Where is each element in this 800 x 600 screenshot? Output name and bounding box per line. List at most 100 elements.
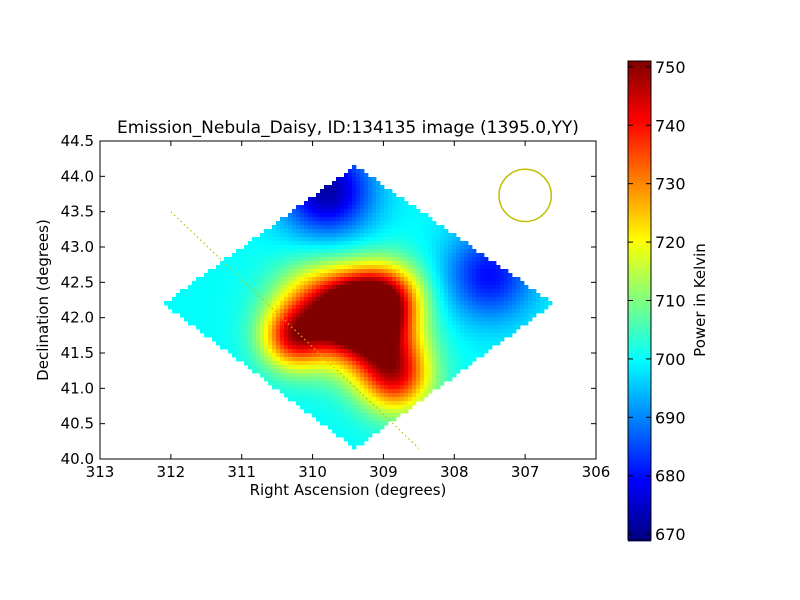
heatmap-cell [328,365,333,370]
heatmap-cell [256,353,261,358]
colorbar-step [628,127,651,130]
heatmap-cell [448,377,453,382]
heatmap-cell [392,341,397,346]
heatmap-cell [440,241,445,246]
heatmap-cell [480,269,485,274]
heatmap-cell [188,293,193,298]
heatmap-cell [352,189,357,194]
heatmap-cell [280,293,285,298]
heatmap-cell [464,329,469,334]
heatmap-cell [352,349,357,354]
heatmap-cell [224,285,229,290]
heatmap-cell [512,297,517,302]
heatmap-cell [464,293,469,298]
heatmap-cell [356,357,361,362]
heatmap-cell [312,365,317,370]
colorbar-step [628,399,651,402]
heatmap-cell [272,309,277,314]
heatmap-cell [316,205,321,210]
heatmap-cell [288,217,293,222]
heatmap-cell [372,421,377,426]
heatmap-cell [352,281,357,286]
heatmap-cell [372,397,377,402]
heatmap-cell [176,301,181,306]
heatmap-cell [336,197,341,202]
heatmap-cell [232,297,237,302]
heatmap-cell [292,233,297,238]
heatmap-cell [300,285,305,290]
heatmap-cell [324,369,329,374]
heatmap-cell [412,361,417,366]
heatmap-cell [364,337,369,342]
heatmap-cell [172,297,177,302]
heatmap-cell [256,301,261,306]
x-tick-label: 307 [511,463,540,481]
heatmap-cell [344,433,349,438]
heatmap-cell [320,357,325,362]
heatmap-cell [380,273,385,278]
heatmap-cell [340,353,345,358]
heatmap-cell [424,385,429,390]
heatmap-cell [336,317,341,322]
heatmap-cell [424,341,429,346]
heatmap-cell [316,413,321,418]
heatmap-cell [324,293,329,298]
heatmap-cell [380,385,385,390]
heatmap-cell [200,305,205,310]
heatmap-cell [384,361,389,366]
heatmap-cell [428,245,433,250]
heatmap-cell [328,405,333,410]
heatmap-cell [360,269,365,274]
heatmap-cell [236,321,241,326]
heatmap-cell [360,213,365,218]
heatmap-cell [308,393,313,398]
heatmap-cell [360,321,365,326]
heatmap-cell [356,249,361,254]
heatmap-cell [304,217,309,222]
heatmap-cell [340,301,345,306]
heatmap-cell [384,209,389,214]
heatmap-cell [312,309,317,314]
heatmap-cell [428,365,433,370]
heatmap-cell [228,329,233,334]
heatmap-cell [336,361,341,366]
heatmap-cell [236,333,241,338]
heatmap-cell [428,273,433,278]
heatmap-cell [440,277,445,282]
heatmap-cell [432,333,437,338]
heatmap-cell [344,185,349,190]
heatmap-cell [284,329,289,334]
y-tick-label: 41.0 [61,379,94,397]
heatmap-cell [268,249,273,254]
heatmap-cell [356,369,361,374]
heatmap-cell [360,197,365,202]
heatmap-cell [284,297,289,302]
heatmap-cell [324,281,329,286]
heatmap-cell [448,341,453,346]
colorbar-step [628,327,651,330]
heatmap-cell [428,269,433,274]
heatmap-cell [404,209,409,214]
heatmap-cell [360,397,365,402]
heatmap-cell [316,313,321,318]
heatmap-cell [376,297,381,302]
heatmap-cell [308,381,313,386]
heatmap-cell [400,273,405,278]
heatmap-cell [444,273,449,278]
heatmap-cell [356,221,361,226]
colorbar-step [628,439,651,442]
heatmap-cell [316,317,321,322]
heatmap-cell [468,313,473,318]
heatmap-cell [312,369,317,374]
heatmap-cell [292,293,297,298]
heatmap-cell [368,317,373,322]
heatmap-cell [468,253,473,258]
heatmap-cell [272,317,277,322]
heatmap-cell [348,273,353,278]
colorbar-step [628,225,651,228]
heatmap-cell [364,393,369,398]
heatmap-cell [312,341,317,346]
heatmap-cell [396,257,401,262]
heatmap-cell [336,333,341,338]
heatmap-cell [252,321,257,326]
